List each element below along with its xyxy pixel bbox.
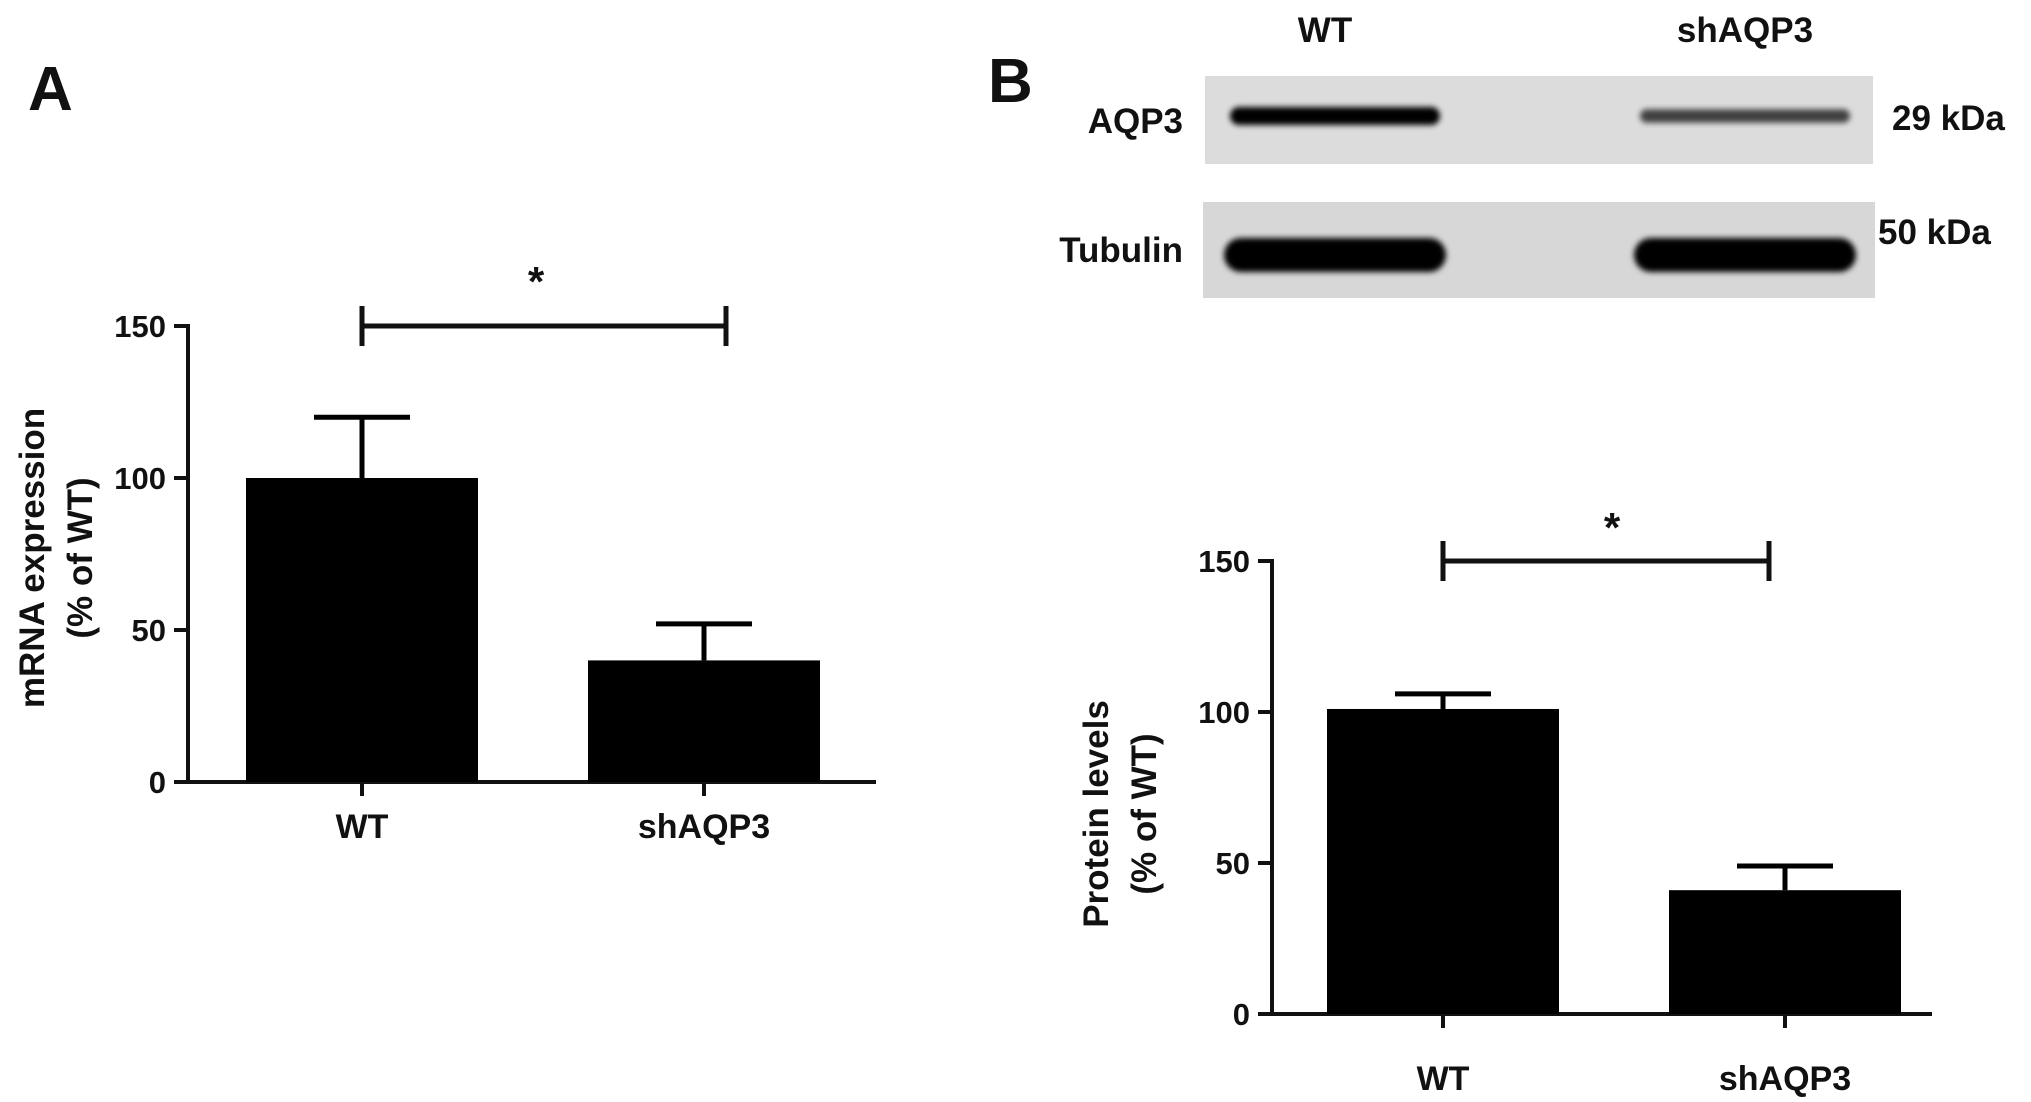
chart-b-ylabel-line1: Protein levels (1077, 700, 1116, 928)
chart-a-ytick-label: 150 (114, 309, 166, 344)
blot-band-aqp3-shaqp3 (1640, 109, 1850, 123)
chart-a-ytick-label: 100 (114, 461, 166, 496)
chart-b: 0 50 100 150 WT shAQP3 Protein levels (% of W… (1077, 504, 1932, 1098)
chart-a-ylabel-line2: (% of WT) (61, 477, 100, 638)
chart-b-ytick-label: 50 (1216, 846, 1250, 881)
western-blot: WT shAQP3 AQP3 Tubulin 29 kDa 50 kDa (1059, 11, 2005, 298)
blot-band-aqp3-wt (1230, 107, 1440, 125)
chart-a-ytick-label: 50 (132, 613, 166, 648)
chart-a-bar-wt (246, 478, 478, 782)
blot-row-label-tubulin: Tubulin (1059, 231, 1183, 270)
blot-band-tubulin-shaqp3 (1634, 238, 1856, 272)
chart-b-ylabel-line2: (% of WT) (1125, 733, 1164, 894)
chart-a-xtick-label-shaqp3: shAQP3 (638, 808, 770, 846)
chart-a-significance: * (528, 258, 545, 305)
blot-size-29kda: 29 kDa (1892, 99, 2005, 138)
chart-a-ylabel-line1: mRNA expression (13, 408, 52, 708)
chart-b-ytick-label: 150 (1198, 544, 1250, 579)
blot-band-tubulin-wt (1224, 238, 1446, 272)
chart-a-xtick-label-wt: WT (336, 808, 389, 846)
panel-b-label: B (988, 47, 1033, 116)
chart-b-bar-shaqp3 (1669, 890, 1901, 1014)
blot-lane-label-wt: WT (1298, 11, 1352, 50)
chart-b-xtick-label-shaqp3: shAQP3 (1719, 1060, 1851, 1098)
chart-a-bar-shaqp3 (588, 660, 820, 782)
chart-b-ytick-label: 0 (1233, 997, 1250, 1032)
blot-size-50kda: 50 kDa (1878, 213, 1991, 252)
chart-b-significance: * (1604, 504, 1621, 551)
chart-b-bar-wt (1327, 708, 1559, 1014)
blot-lane-label-shaqp3: shAQP3 (1677, 11, 1813, 50)
blot-row-label-aqp3: AQP3 (1088, 102, 1183, 141)
chart-a: 0 50 100 150 WT shAQP3 mRNA expression (% of … (13, 258, 876, 846)
panel-a-label: A (28, 55, 73, 124)
chart-b-xtick-label-wt: WT (1417, 1060, 1470, 1098)
chart-b-ytick-label: 100 (1198, 695, 1250, 730)
chart-a-ytick-label: 0 (149, 765, 166, 800)
